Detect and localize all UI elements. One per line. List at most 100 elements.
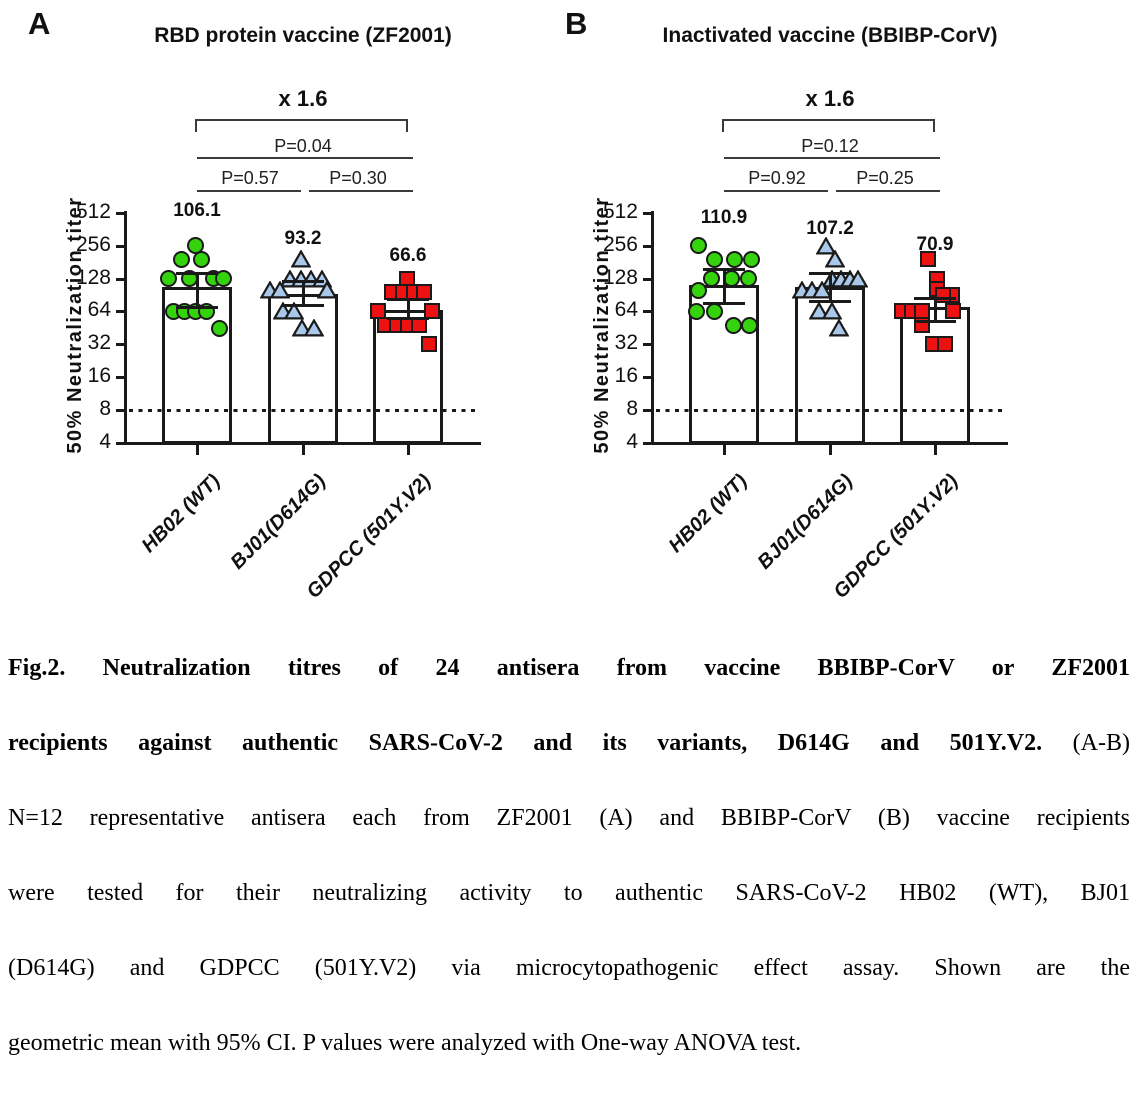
y-axis-tick xyxy=(116,442,125,445)
caption-line-6: geometric mean with 95% CI. P values wer… xyxy=(8,1030,802,1056)
y-axis-tick xyxy=(643,442,652,445)
data-point-circle xyxy=(214,270,232,287)
caption-line-3: N=12 representative antisera each from Z… xyxy=(8,805,1130,831)
p-value-right-line xyxy=(309,190,413,192)
mean-bar xyxy=(900,306,970,444)
y-axis-tick-label: 32 xyxy=(614,331,638,355)
data-point-triangle xyxy=(847,268,869,288)
group-mean-label: 106.1 xyxy=(173,200,221,221)
y-axis-tick-label: 512 xyxy=(602,199,638,223)
error-bar-cap-top xyxy=(282,280,324,284)
y-axis-tick-label: 64 xyxy=(614,298,638,322)
group-mean-label: 93.2 xyxy=(284,228,322,249)
p-value-left-line xyxy=(197,190,301,192)
data-point-square xyxy=(424,303,440,320)
data-point-circle xyxy=(210,319,228,337)
x-category-label: BJ01(D614G) xyxy=(753,470,858,574)
data-point-triangle xyxy=(828,318,850,337)
group-mean-label: 66.6 xyxy=(389,245,427,266)
p-value-right-line xyxy=(836,190,940,192)
p-value-right: P=0.25 xyxy=(856,168,914,188)
data-point-circle xyxy=(742,250,760,268)
data-point-square xyxy=(945,303,961,320)
fold-change-label: x 1.6 xyxy=(805,86,855,111)
data-point-triangle xyxy=(290,249,312,268)
y-axis-tick-label: 256 xyxy=(75,232,111,256)
y-axis-title: 50% Neutralization titer xyxy=(591,196,613,454)
y-axis-tick-label: 256 xyxy=(602,232,638,256)
data-point-circle xyxy=(739,270,757,287)
figure-panels-area: A B RBD protein vaccine (ZF2001) Inactiv… xyxy=(28,6,1008,603)
y-axis-tick-label: 64 xyxy=(87,298,111,322)
error-bar-cap-bottom xyxy=(387,317,429,321)
y-axis-tick-label: 512 xyxy=(75,199,111,223)
y-axis-tick xyxy=(643,409,652,413)
x-category-label: HB02 (WT) xyxy=(664,470,752,558)
fold-change-bracket xyxy=(195,119,408,132)
error-bar-line xyxy=(195,273,199,308)
y-axis-line xyxy=(651,211,654,445)
caption-line-2-bold: recipients against authentic SARS-CoV-2 … xyxy=(8,730,1043,756)
p-value-overall-line xyxy=(724,157,940,159)
caption-line-2-rest: (A-B) xyxy=(1042,730,1130,756)
data-point-triangle xyxy=(815,235,837,255)
x-axis-tick xyxy=(406,444,410,455)
mean-bar xyxy=(795,286,865,444)
data-point-triangle xyxy=(808,301,830,320)
y-axis-tick-label: 128 xyxy=(75,265,111,289)
caption-line-5: (D614G) and GDPCC (501Y.V2) via microcyt… xyxy=(8,955,1130,981)
y-axis-tick xyxy=(643,244,652,248)
error-bar-line xyxy=(828,273,832,302)
y-axis-tick-label: 4 xyxy=(626,430,638,453)
error-bar-cap-bottom xyxy=(282,304,324,308)
error-bar-cap-top xyxy=(914,296,956,300)
y-axis-tick-label: 8 xyxy=(99,397,111,421)
y-axis-tick xyxy=(116,376,125,380)
threshold-dotted-line xyxy=(656,408,1003,412)
panel-a-label: A xyxy=(28,6,51,41)
error-bar-cap-top xyxy=(176,272,218,276)
y-axis-tick xyxy=(116,409,125,413)
y-axis-tick xyxy=(116,244,125,248)
error-bar-cap-bottom xyxy=(703,301,745,305)
data-point-circle xyxy=(705,302,723,320)
error-bar-cap-top xyxy=(387,297,429,301)
data-point-circle xyxy=(689,281,707,299)
data-point-circle xyxy=(687,302,705,320)
y-axis-tick xyxy=(116,343,125,347)
y-axis-tick xyxy=(116,211,125,215)
data-point-circle xyxy=(192,250,210,268)
error-bar-cap-bottom xyxy=(809,299,851,303)
error-bar-cap-bottom xyxy=(914,319,956,323)
data-point-circle xyxy=(689,237,707,255)
data-point-square xyxy=(421,336,437,353)
group-mean-label: 70.9 xyxy=(916,234,954,255)
panel-a-title: RBD protein vaccine (ZF2001) xyxy=(154,24,452,47)
p-value-left-line xyxy=(724,190,828,192)
y-axis-tick-label: 128 xyxy=(602,265,638,289)
p-value-left: P=0.92 xyxy=(748,168,806,188)
group-mean-label: 110.9 xyxy=(700,207,748,228)
y-axis-tick-label: 8 xyxy=(626,397,638,421)
data-point-triangle xyxy=(821,301,843,320)
x-category-label: HB02 (WT) xyxy=(137,470,225,558)
error-bar-line xyxy=(406,299,410,319)
caption-line-4: were tested for their neutralizing activ… xyxy=(8,880,1130,906)
error-bar-line xyxy=(933,298,937,322)
y-axis-tick xyxy=(643,376,652,380)
threshold-dotted-line xyxy=(129,408,476,412)
caption-line-1: Fig.2. Neutralization titres of 24 antis… xyxy=(8,655,1130,681)
error-bar-line xyxy=(722,269,726,304)
x-axis-tick xyxy=(195,444,199,455)
x-category-label: BJ01(D614G) xyxy=(226,470,331,574)
data-point-triangle xyxy=(303,318,325,337)
p-value-overall: P=0.04 xyxy=(274,136,332,156)
x-axis-tick xyxy=(828,444,832,455)
data-point-circle xyxy=(172,250,190,268)
y-axis-title: 50% Neutralization titer xyxy=(64,196,86,454)
caption-line-2: recipients against authentic SARS-CoV-2 … xyxy=(8,730,1130,757)
y-axis-tick-label: 32 xyxy=(87,331,111,355)
data-point-triangle xyxy=(316,280,338,299)
y-axis-tick xyxy=(643,211,652,215)
